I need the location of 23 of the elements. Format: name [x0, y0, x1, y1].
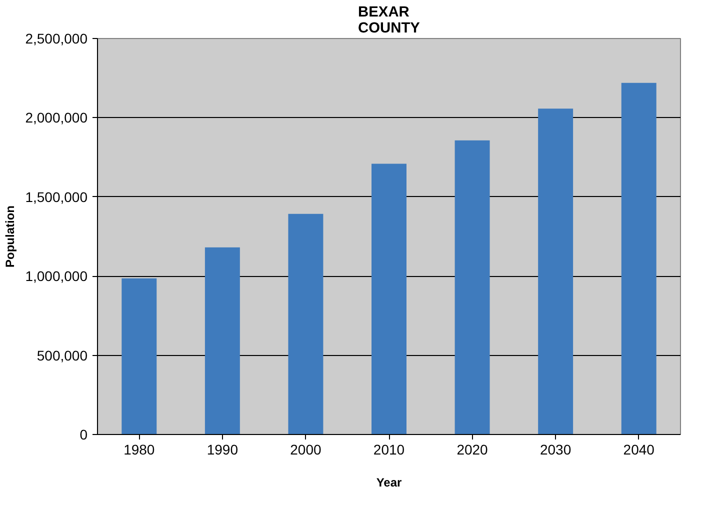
x-tick-label: 1990 [206, 442, 238, 458]
x-axis-title: Year [376, 476, 402, 490]
y-tick-label: 1,500,000 [25, 188, 88, 205]
y-tick-label: 500,000 [36, 347, 88, 364]
bar [122, 278, 157, 434]
y-tick-label: 2,500,000 [25, 30, 88, 46]
bar [372, 164, 406, 434]
chart-title: BEXAR COUNTY [358, 4, 420, 36]
bar [454, 140, 490, 434]
y-axis-title: Population [3, 205, 18, 268]
x-tick-label: 2030 [540, 442, 572, 458]
x-tick-label: 2040 [623, 442, 655, 458]
bar [621, 82, 656, 434]
x-tick-label: 2000 [290, 442, 322, 458]
x-tick-label: 2010 [373, 442, 405, 458]
x-tick-label: 2020 [456, 442, 488, 458]
y-tick-label: 0 [80, 426, 88, 442]
bar [204, 247, 240, 434]
y-tick-label: 1,000,000 [25, 268, 88, 284]
bar [288, 214, 324, 434]
y-tick-label: 2,000,000 [25, 110, 88, 126]
x-tick-label: 1980 [124, 442, 155, 458]
bar [538, 108, 574, 434]
